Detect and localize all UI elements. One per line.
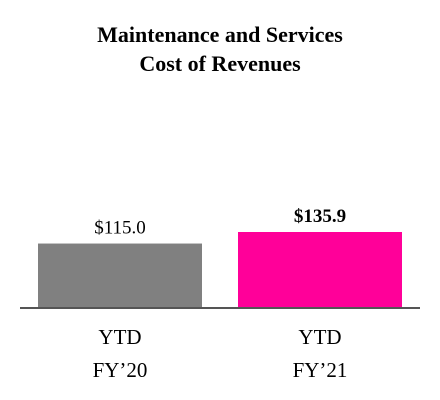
- x-tick-label-1-line-1: YTD: [98, 325, 141, 349]
- chart-title-line-2: Cost of Revenues: [139, 51, 301, 76]
- bar-2: [238, 232, 402, 307]
- chart-title: Maintenance and Services Cost of Revenue…: [0, 20, 440, 78]
- data-label-2: $135.9: [294, 206, 346, 227]
- x-tick-label-2-line-1: YTD: [298, 325, 341, 349]
- data-label-1: $115.0: [94, 218, 146, 239]
- x-tick-label-2-line-2: FY’21: [293, 358, 348, 382]
- bar-1: [38, 243, 202, 307]
- x-tick-label-1-line-2: FY’20: [93, 358, 148, 382]
- chart-title-line-1: Maintenance and Services: [97, 22, 343, 47]
